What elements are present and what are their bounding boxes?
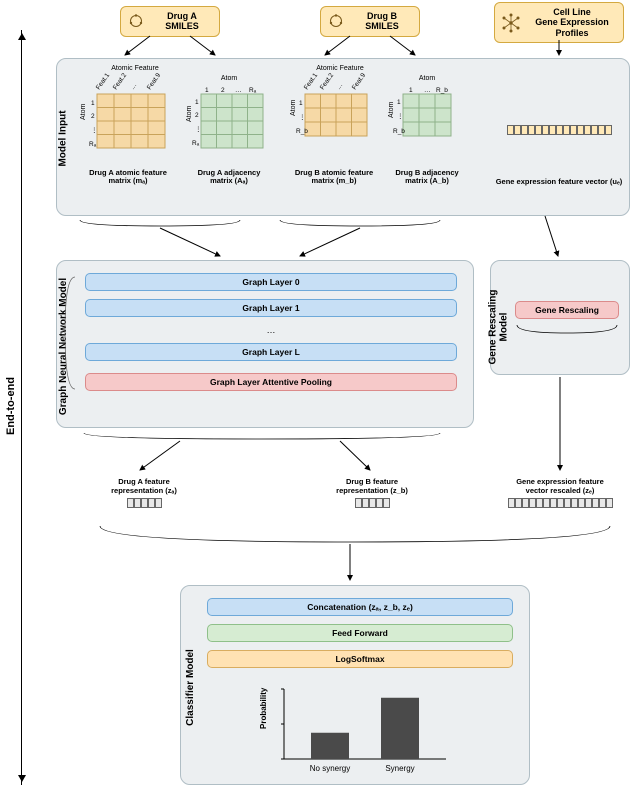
ma-block: Atomic Feature Atom 1 2 ⋮ Rₐ Feat.1Feat.2… F…	[79, 65, 177, 186]
cls-concat: Concatenation (zₐ, z_b, zₑ)	[207, 598, 513, 616]
input-drug-a-text: Drug A SMILES	[165, 11, 199, 31]
za-label: Drug A feature representation (zₐ)	[84, 478, 204, 495]
svg-text:2: 2	[91, 113, 95, 120]
svg-text:Atom: Atom	[388, 101, 395, 118]
Ab-top-axis: Atom	[387, 75, 467, 82]
ma-caption: Drug A atomic feature matrix (mₐ)	[79, 169, 177, 186]
zb-rep: Drug B feature representation (z_b)	[312, 478, 432, 511]
svg-text:R_b: R_b	[393, 128, 405, 135]
gnn-lL: Graph Layer L	[85, 343, 457, 361]
end-to-end-arrow	[21, 30, 22, 785]
mb-matrix: Atom 1 ⋮ R_b Feat.1Feat.2… Feat.9	[289, 72, 379, 162]
input-drug-b-text: Drug B SMILES	[365, 11, 399, 31]
svg-text:Atom: Atom	[186, 105, 193, 122]
svg-text:Feat.1: Feat.1	[95, 72, 112, 91]
gr-panel: Gene Rescaling Model Gene Rescaling	[490, 260, 630, 375]
svg-text:Synergy: Synergy	[385, 764, 414, 773]
Aa-top-axis: Atom	[185, 75, 273, 82]
svg-text:…: …	[424, 87, 431, 94]
svg-text:Rₐ: Rₐ	[192, 140, 200, 147]
svg-text:1: 1	[195, 99, 199, 106]
svg-text:1: 1	[409, 87, 413, 94]
mb-block: Atomic Feature Atom 1 ⋮ R_b Feat.1Feat.2… F…	[289, 65, 379, 186]
cls-ff: Feed Forward	[207, 624, 513, 642]
svg-text:No synergy: No synergy	[310, 764, 350, 773]
ue-caption: Gene expression feature vector (uₑ)	[495, 178, 623, 186]
svg-text:Rₐ: Rₐ	[249, 87, 257, 94]
mb-top-axis: Atomic Feature	[301, 65, 379, 72]
Aa-matrix: Atom 1 2 … Rₐ 1 2 ⋮ Rₐ	[185, 82, 273, 162]
gnn-label: Graph Neural Network Model	[58, 278, 69, 415]
zb-label: Drug B feature representation (z_b)	[312, 478, 432, 495]
Ab-block: Atom Atom 1 … R_b 1 ⋮ R_b Drug B adjacency m…	[387, 75, 467, 186]
gnn-panel: Graph Neural Network Model Graph Layer 0…	[56, 260, 474, 428]
svg-text:Feat.9: Feat.9	[146, 72, 163, 91]
cls-chart: Probability No synergy Synergy	[256, 681, 456, 776]
ze-rep: Gene expression feature vector rescaled …	[490, 478, 630, 511]
gnn-l0: Graph Layer 0	[85, 273, 457, 291]
svg-text:…: …	[129, 82, 138, 91]
svg-text:R_b: R_b	[296, 128, 308, 135]
model-input-panel: Model Input Atomic Feature Atom 1 2 ⋮ Rₐ Fe…	[56, 58, 630, 216]
ue-vector	[507, 125, 612, 135]
input-cell-line: Cell Line Gene Expression Profiles	[494, 2, 624, 43]
svg-text:⋮: ⋮	[397, 113, 404, 120]
end-to-end-label: End-to-end	[5, 377, 17, 435]
Ab-caption: Drug B adjacency matrix (A_b)	[387, 169, 467, 186]
cls-ls: LogSoftmax	[207, 650, 513, 668]
svg-text:Feat.2: Feat.2	[319, 72, 336, 91]
svg-text:Feat.9: Feat.9	[351, 72, 368, 91]
svg-text:1: 1	[397, 99, 401, 106]
Aa-caption: Drug A adjacency matrix (Aₐ)	[185, 169, 273, 186]
rep-conns	[40, 520, 630, 590]
za-vec	[127, 498, 162, 508]
mi-label: Model Input	[58, 110, 69, 166]
probability-chart: Probability No synergy Synergy	[256, 681, 456, 776]
Ab-matrix: Atom 1 … R_b 1 ⋮ R_b	[387, 82, 467, 162]
gnn-pool: Graph Layer Attentive Pooling	[85, 373, 457, 391]
ma-top-axis: Atomic Feature	[93, 65, 177, 72]
cls-label: Classifier Model	[185, 649, 196, 726]
classifier-panel: Classifier Model Concatenation (zₐ, z_b,…	[180, 585, 530, 785]
input-cell-text: Cell Line Gene Expression Profiles	[535, 7, 609, 38]
svg-text:…: …	[235, 87, 242, 94]
svg-text:R_b: R_b	[436, 87, 448, 94]
svg-text:2: 2	[221, 87, 225, 94]
svg-text:1: 1	[91, 100, 95, 107]
svg-text:⋮: ⋮	[299, 114, 306, 121]
molecule-icon	[127, 12, 145, 30]
ma-matrix: Atom 1 2 ⋮ Rₐ Feat.1Feat.2… Feat.9	[79, 72, 177, 162]
diagram-content: Drug A SMILES Drug B SMILES Cell Line Ge…	[40, 0, 630, 797]
za-rep: Drug A feature representation (zₐ)	[84, 478, 204, 511]
svg-text:Rₐ: Rₐ	[89, 141, 97, 148]
gnn-l1: Graph Layer 1	[85, 299, 457, 317]
svg-text:Probability: Probability	[259, 687, 268, 729]
Aa-block: Atom Atom 1 2 … Rₐ 1 2 ⋮ Rₐ Drug A adjacency m…	[185, 75, 273, 186]
svg-text:Atom: Atom	[290, 99, 297, 116]
svg-text:Feat.1: Feat.1	[303, 72, 320, 91]
ze-label: Gene expression feature vector rescaled …	[490, 478, 630, 495]
gr-label: Gene Rescaling Model	[488, 289, 510, 364]
svg-text:2: 2	[195, 112, 199, 119]
mb-caption: Drug B atomic feature matrix (m_b)	[289, 169, 379, 186]
svg-text:⋮: ⋮	[91, 127, 98, 134]
input-drug-a: Drug A SMILES	[120, 6, 220, 37]
gnn-dots: …	[85, 325, 457, 335]
ue-block: Gene expression feature vector (uₑ)	[495, 125, 623, 186]
mi-conns	[40, 216, 630, 264]
svg-text:Feat.2: Feat.2	[112, 72, 129, 91]
svg-text:Atom: Atom	[80, 103, 87, 120]
svg-text:1: 1	[299, 100, 303, 107]
svg-text:…: …	[335, 82, 344, 91]
zb-vec	[355, 498, 390, 508]
network-icon	[501, 13, 521, 33]
gr-brace	[515, 323, 619, 343]
svg-text:1: 1	[205, 87, 209, 94]
input-drug-b: Drug B SMILES	[320, 6, 420, 37]
molecule-icon	[327, 12, 345, 30]
gr-bar: Gene Rescaling	[515, 301, 619, 319]
svg-text:⋮: ⋮	[195, 126, 202, 133]
ze-vec	[508, 498, 613, 508]
